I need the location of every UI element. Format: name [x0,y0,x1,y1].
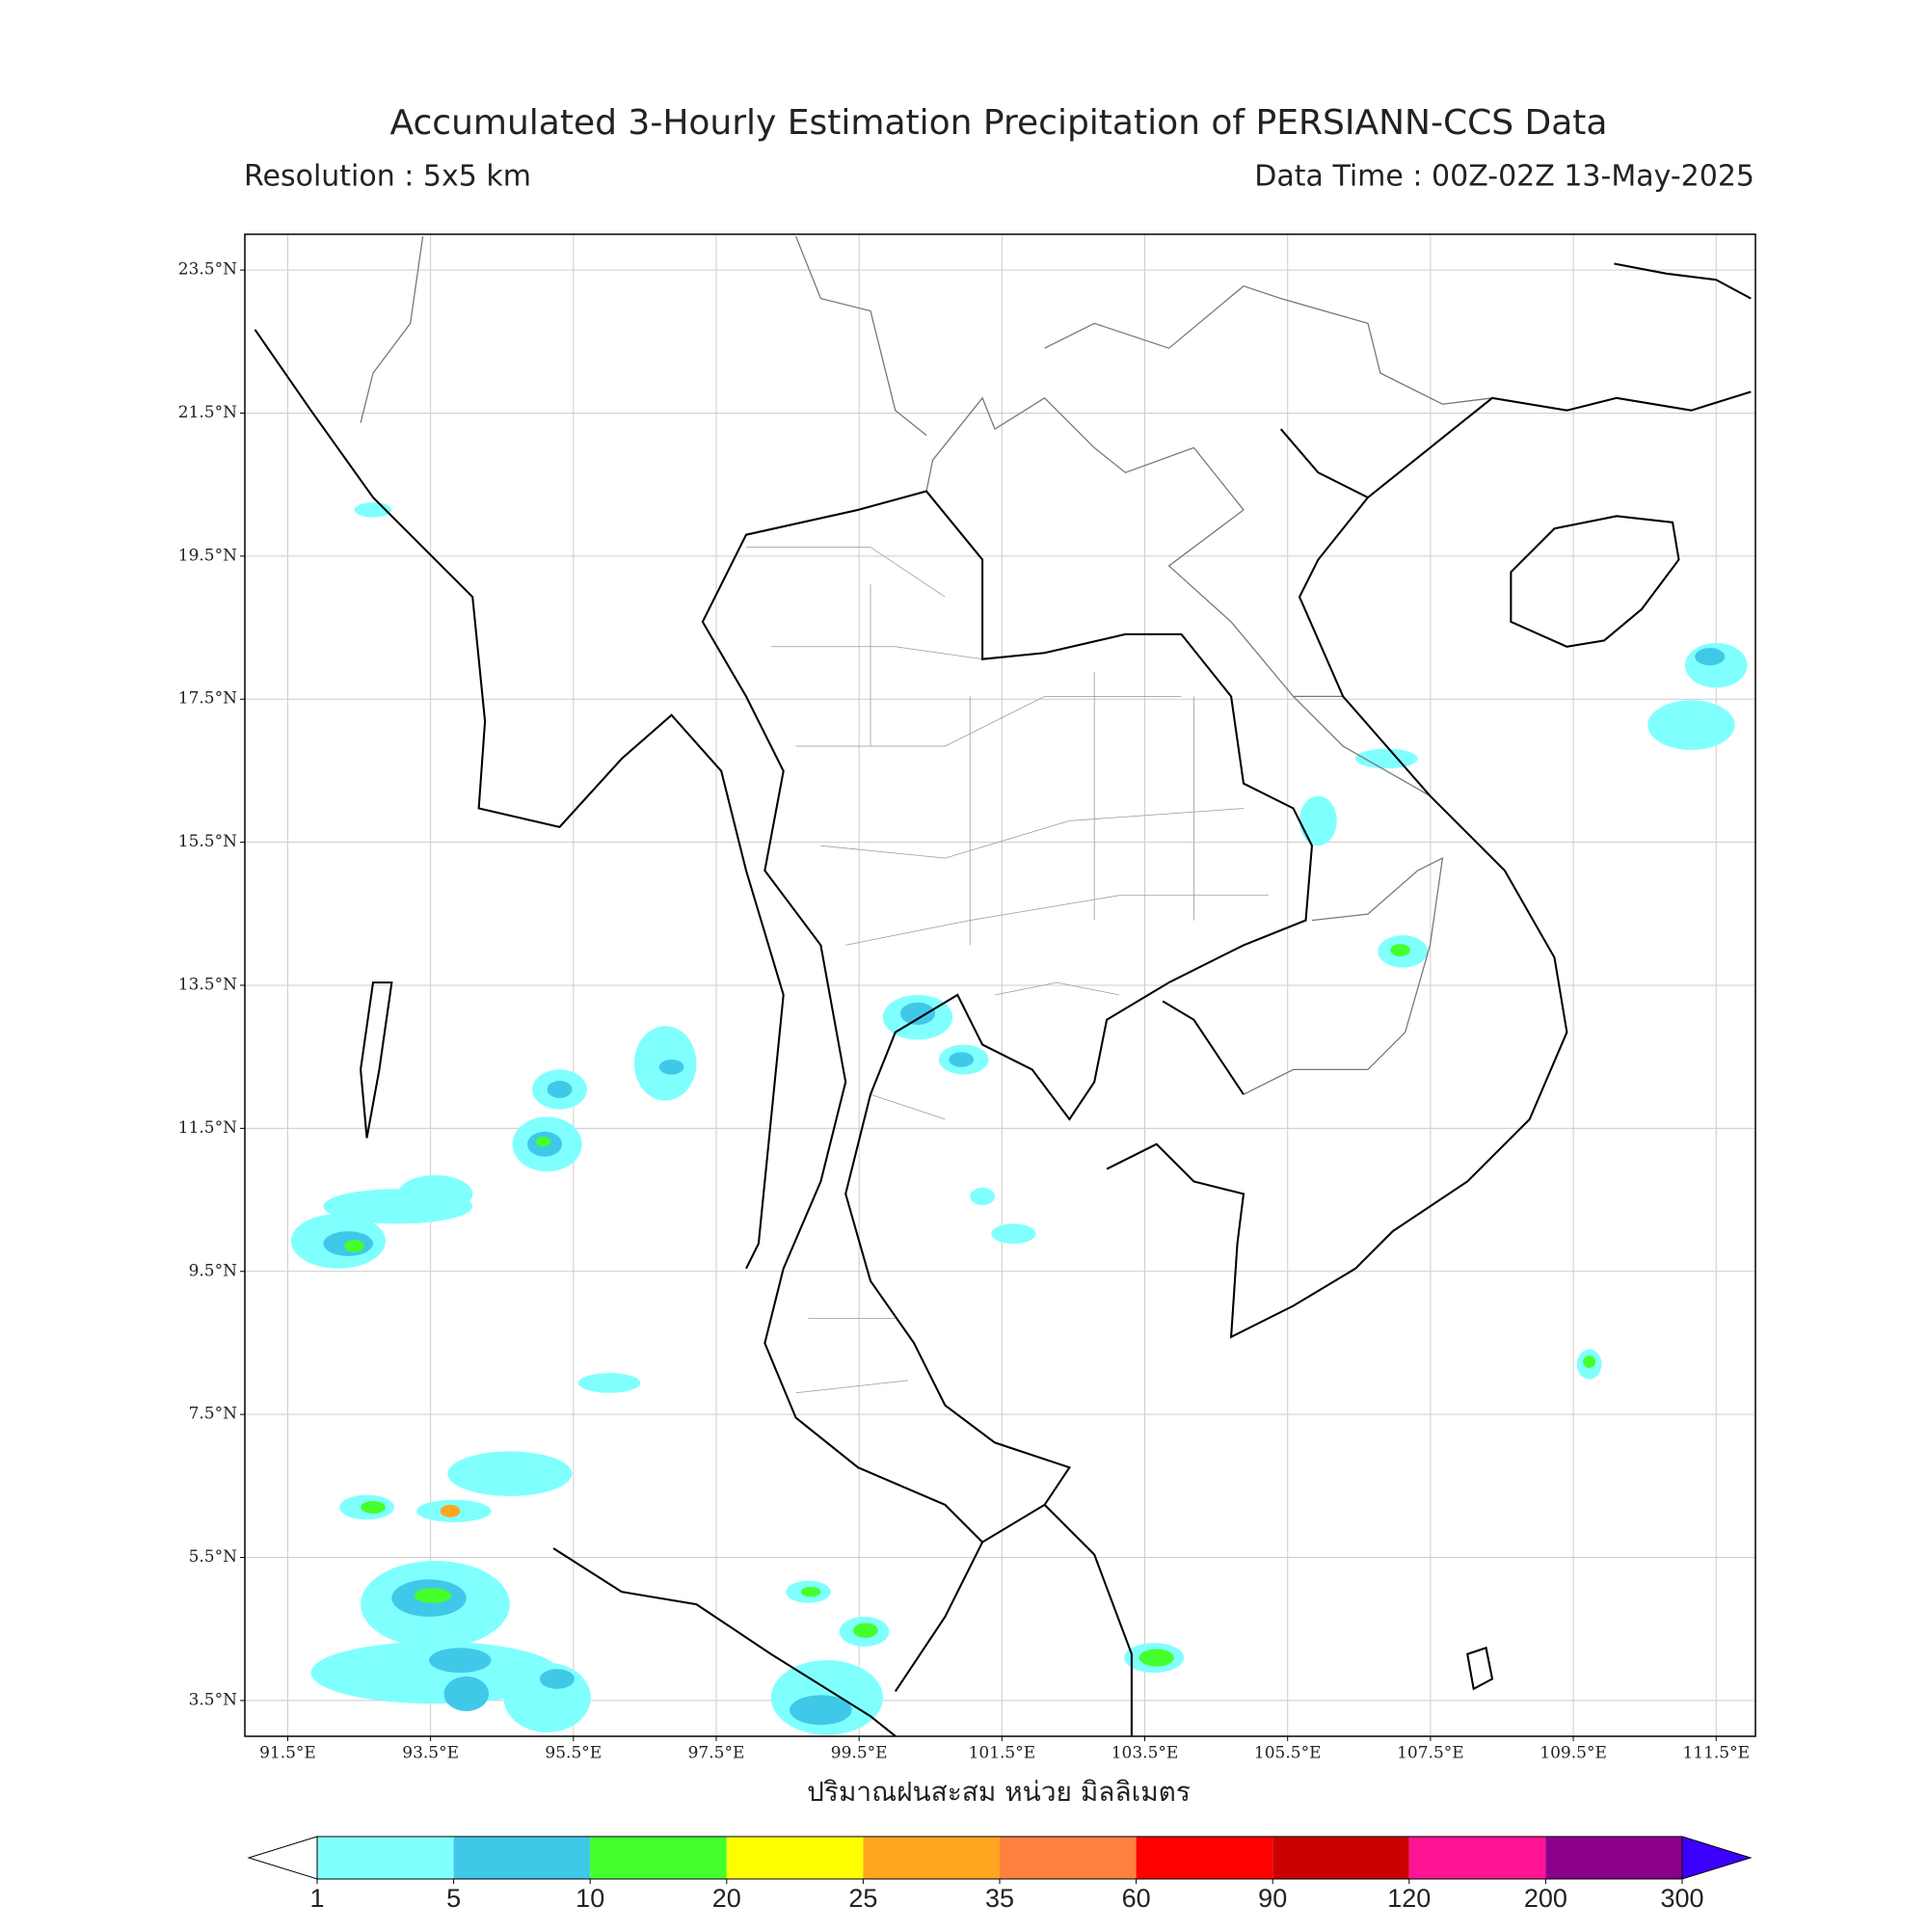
title: Accumulated 3-Hourly Estimation Precipit… [390,103,1608,143]
x-tick-label: 107.5°E [1397,1744,1464,1763]
y-tick-label: 3.5°N [189,1690,238,1709]
x-tick-label: 95.5°E [545,1744,602,1763]
colorbar-label: 90 [1258,1884,1287,1913]
colorbar-label: 20 [712,1884,741,1913]
y-tick-label: 19.5°N [178,546,237,565]
x-tick-label: 105.5°E [1254,1744,1322,1763]
colorbar-label: 300 [1660,1884,1703,1913]
colorbar-label: 60 [1122,1884,1151,1913]
colorbar-box [590,1837,727,1879]
y-tick-label: 15.5°N [178,832,237,851]
colorbar-label: 1 [309,1884,324,1913]
x-tick-label: 93.5°E [402,1744,459,1763]
x-tick-label: 103.5°E [1111,1744,1179,1763]
colorbar-box [863,1837,1000,1879]
x-tick-label: 101.5°E [969,1744,1036,1763]
y-tick-label: 5.5°N [189,1547,238,1567]
colorbar-label: 10 [576,1884,604,1913]
x-tick-label: 111.5°E [1682,1744,1750,1763]
y-tick-label: 17.5°N [178,689,237,709]
colorbar-box [726,1837,864,1879]
x-tick-label: 99.5°E [831,1744,888,1763]
map-layer [254,235,1752,1737]
colorbar-box [1272,1837,1409,1879]
colorbar-box [1408,1837,1546,1879]
y-tick-label: 23.5°N [178,260,237,280]
colorbar-over [1681,1836,1753,1880]
rain-areas [290,502,1748,1735]
colorbar: 1 5 10 20 25 35 60 90 120 200 300 [247,1836,1753,1913]
x-tick-label: 91.5°E [259,1744,316,1763]
colorbar-box [1545,1837,1682,1879]
y-tick-label: 11.5°N [178,1118,237,1138]
x-tick-label: 97.5°E [688,1744,745,1763]
colorbar-label: 5 [446,1884,461,1913]
colorbar-label: 25 [848,1884,877,1913]
colorbar-box [1136,1837,1273,1879]
colorbar-label: 200 [1524,1884,1567,1913]
country-borders [360,235,1493,1394]
y-tick-label: 13.5°N [178,976,237,995]
colorbar-label: 35 [985,1884,1014,1913]
resolution: Resolution : 5x5 km [244,160,531,194]
colorbar-box [317,1837,454,1879]
x-axis-label: ปริมาณฝนสะสม หน่วย มิลลิเมตร [807,1776,1191,1808]
colorbar-under [247,1836,318,1880]
y-tick-label: 7.5°N [189,1405,238,1424]
x-tick-label: 109.5°E [1540,1744,1607,1763]
coastlines [254,262,1752,1737]
y-tick-label: 9.5°N [189,1261,238,1280]
colorbar-label: 120 [1387,1884,1431,1913]
y-tick-label: 21.5°N [178,403,237,422]
grid [245,234,1755,1736]
colorbar-box [453,1837,591,1879]
data-time: Data Time : 00Z-02Z 13-May-2025 [1254,160,1754,194]
colorbar-box [1000,1837,1137,1879]
